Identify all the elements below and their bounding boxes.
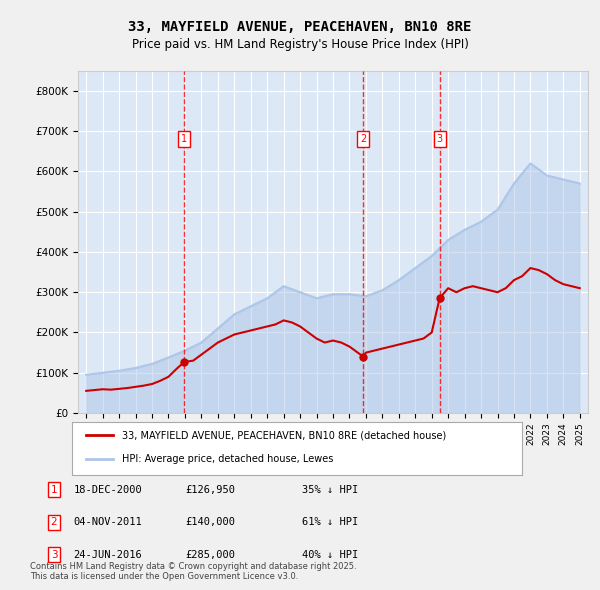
Text: 33, MAYFIELD AVENUE, PEACEHAVEN, BN10 8RE (detached house): 33, MAYFIELD AVENUE, PEACEHAVEN, BN10 8R…	[121, 430, 446, 440]
Text: 33, MAYFIELD AVENUE, PEACEHAVEN, BN10 8RE: 33, MAYFIELD AVENUE, PEACEHAVEN, BN10 8R…	[128, 19, 472, 34]
Text: 3: 3	[437, 135, 443, 144]
Text: 61% ↓ HPI: 61% ↓ HPI	[302, 517, 358, 527]
Text: £285,000: £285,000	[185, 550, 235, 559]
Text: Contains HM Land Registry data © Crown copyright and database right 2025.
This d: Contains HM Land Registry data © Crown c…	[30, 562, 356, 581]
Text: 35% ↓ HPI: 35% ↓ HPI	[302, 485, 358, 494]
Text: 18-DEC-2000: 18-DEC-2000	[74, 485, 142, 494]
Text: Price paid vs. HM Land Registry's House Price Index (HPI): Price paid vs. HM Land Registry's House …	[131, 38, 469, 51]
Text: 2: 2	[360, 135, 367, 144]
Text: 40% ↓ HPI: 40% ↓ HPI	[302, 550, 358, 559]
Text: 24-JUN-2016: 24-JUN-2016	[74, 550, 142, 559]
Text: 04-NOV-2011: 04-NOV-2011	[74, 517, 142, 527]
Text: £126,950: £126,950	[185, 485, 235, 494]
Text: 1: 1	[50, 485, 58, 494]
Text: £140,000: £140,000	[185, 517, 235, 527]
Text: HPI: Average price, detached house, Lewes: HPI: Average price, detached house, Lewe…	[121, 454, 333, 464]
Text: 1: 1	[181, 135, 187, 144]
Text: 2: 2	[50, 517, 58, 527]
Text: 3: 3	[50, 550, 58, 559]
